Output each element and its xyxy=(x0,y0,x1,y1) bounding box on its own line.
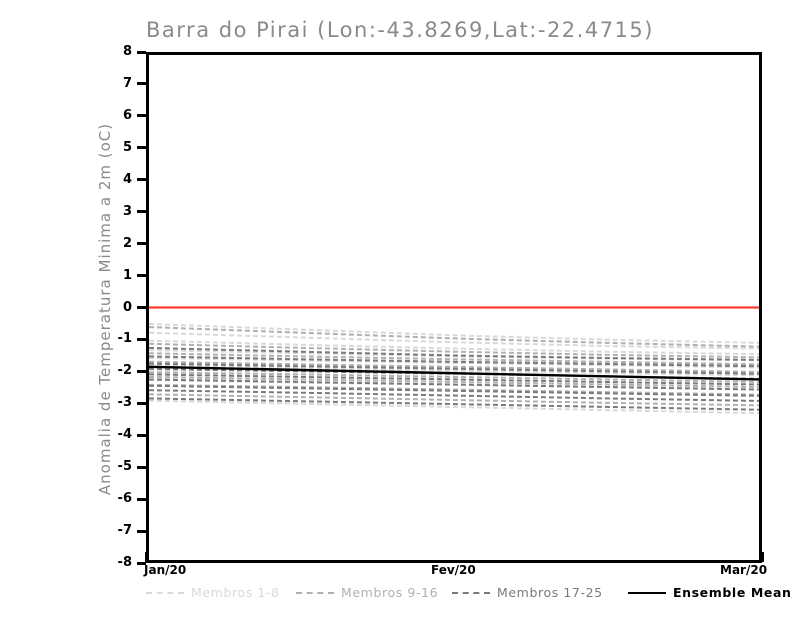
y-tick-label: 3 xyxy=(122,203,132,219)
legend-item[interactable]: Ensemble Mean xyxy=(628,585,792,600)
member-line xyxy=(149,378,759,391)
y-tick-mark xyxy=(137,369,146,373)
member-line xyxy=(149,371,759,383)
y-tick-label: -4 xyxy=(117,427,132,443)
y-tick-mark xyxy=(137,497,146,501)
x-tick-label: Fev/20 xyxy=(431,563,476,577)
ensemble-mean-line xyxy=(149,365,759,381)
y-tick-mark xyxy=(137,465,146,469)
member-line xyxy=(149,399,759,415)
y-tick-label: -5 xyxy=(117,459,132,475)
legend-swatch-icon xyxy=(296,591,334,594)
page-title: Barra do Pirai (Lon:-43.8269,Lat:-22.471… xyxy=(146,18,654,42)
plot-inner xyxy=(149,55,759,560)
y-tick-mark xyxy=(137,561,146,565)
member-line xyxy=(149,384,759,397)
y-tick-label: 8 xyxy=(122,44,132,59)
member-line xyxy=(149,331,759,350)
y-tick-label: -7 xyxy=(117,523,132,539)
ensemble-spaghetti-plot xyxy=(149,306,759,415)
y-tick-mark xyxy=(137,50,146,54)
y-tick-mark xyxy=(137,178,146,182)
member-line xyxy=(149,389,759,402)
y-tick-label: -6 xyxy=(117,491,132,507)
member-line xyxy=(149,373,759,386)
member-line xyxy=(149,375,759,389)
y-tick-label: 1 xyxy=(122,267,132,283)
y-tick-label: 7 xyxy=(122,75,132,91)
member-line xyxy=(149,322,759,344)
y-tick-mark xyxy=(137,210,146,214)
y-tick-mark xyxy=(137,274,146,278)
y-tick-mark xyxy=(137,82,146,86)
legend-label: Membros 1-8 xyxy=(191,585,280,600)
member-line xyxy=(149,355,759,368)
legend-item[interactable]: Membros 17-25 xyxy=(452,585,603,600)
legend-item[interactable]: Membros 9-16 xyxy=(296,585,438,600)
y-tick-mark xyxy=(137,401,146,405)
y-tick-label: 4 xyxy=(122,171,132,187)
y-tick-label: 6 xyxy=(122,107,132,123)
legend-swatch-icon xyxy=(452,591,490,594)
member-line xyxy=(149,383,759,396)
y-tick-mark xyxy=(137,114,146,118)
y-tick-mark xyxy=(137,306,146,309)
member-line xyxy=(149,393,759,407)
legend-swatch-icon xyxy=(146,591,184,594)
member-line xyxy=(149,346,759,361)
legend-item[interactable]: Membros 1-8 xyxy=(146,585,280,600)
y-tick-label: -1 xyxy=(117,331,132,347)
x-tick-label: Jan/20 xyxy=(144,563,187,577)
member-line xyxy=(149,342,759,359)
member-line xyxy=(149,339,759,356)
x-tick-mark xyxy=(760,552,764,562)
y-tick-mark xyxy=(137,529,146,533)
legend-label: Membros 9-16 xyxy=(341,585,439,600)
y-tick-mark xyxy=(137,337,146,341)
member-line xyxy=(149,364,759,377)
chart-legend: Membros 1-8 Membros 9-16 Membros 17-25 Ense… xyxy=(0,585,800,609)
y-tick-label: 2 xyxy=(122,235,132,251)
member-line xyxy=(149,326,759,348)
y-tick-label: -2 xyxy=(117,363,132,379)
x-tick-label: Mar/20 xyxy=(720,563,768,577)
y-tick-label: 0 xyxy=(122,299,132,315)
y-tick-mark xyxy=(137,242,146,246)
legend-label: Ensemble Mean xyxy=(673,585,792,600)
member-line xyxy=(149,360,759,373)
y-tick-label: 5 xyxy=(122,139,132,155)
member-line xyxy=(149,357,759,369)
member-line xyxy=(149,362,759,375)
y-tick-label: -8 xyxy=(117,555,132,570)
plot-area xyxy=(146,52,762,563)
y-tick-label: -3 xyxy=(117,395,132,411)
y-tick-mark xyxy=(137,433,146,437)
legend-swatch-icon xyxy=(628,591,666,594)
member-line xyxy=(149,397,759,411)
legend-label: Membros 17-25 xyxy=(497,585,603,600)
member-line xyxy=(149,352,759,366)
y-tick-mark xyxy=(137,146,146,150)
